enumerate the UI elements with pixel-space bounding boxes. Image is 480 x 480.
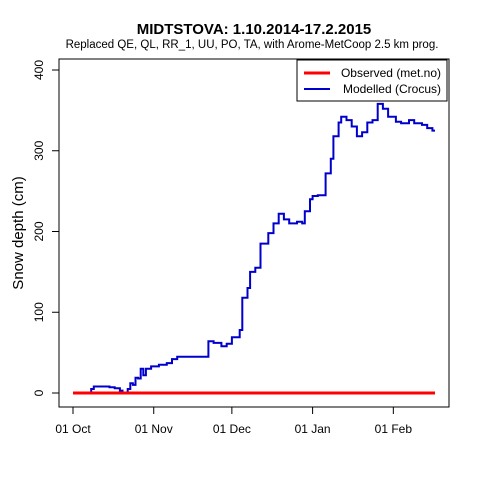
y-axis-label: Snow depth (cm) [10, 176, 27, 289]
legend-modelled-label: Modelled (Crocus) [343, 82, 441, 96]
x-axis: 01 Oct 01 Nov 01 Dec 01 Jan 01 Feb [55, 406, 413, 436]
y-axis: 0 100 200 300 400 [32, 60, 60, 396]
y-tick-label: 200 [32, 221, 46, 241]
x-tick-label: 01 Jan [295, 422, 331, 436]
chart-subtitle: Replaced QE, QL, RR_1, UU, PO, TA, with … [66, 39, 439, 51]
x-tick-label: 01 Dec [213, 422, 251, 436]
y-tick-label: 100 [32, 302, 46, 322]
x-tick-label: 01 Oct [55, 422, 91, 436]
chart-title: MIDTSTOVA: 1.10.2014-17.2.2015 [137, 21, 372, 38]
series-layer [73, 102, 435, 395]
y-tick-label: 300 [32, 140, 46, 160]
modelled-series-line [73, 102, 435, 394]
y-tick-label: 400 [32, 60, 46, 80]
legend-observed-label: Observed (met.no) [341, 66, 441, 80]
y-tick-label: 0 [32, 389, 46, 396]
legend: Observed (met.no) Modelled (Crocus) [296, 59, 448, 102]
legend-box [296, 59, 448, 102]
x-tick-label: 01 Feb [375, 422, 413, 436]
x-tick-label: 01 Nov [135, 422, 173, 436]
